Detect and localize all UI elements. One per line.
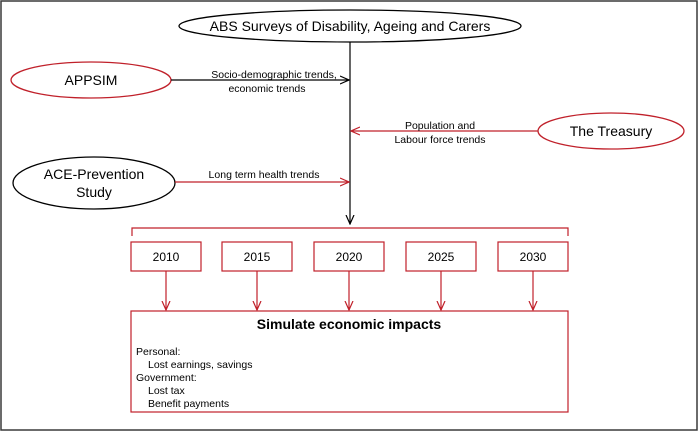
ace-label-line2: Study [76, 184, 112, 200]
abs-surveys-node: ABS Surveys of Disability, Ageing and Ca… [178, 9, 522, 43]
year-box-2015: 2015 [221, 241, 293, 272]
ace-edge-label: Long term health trends [209, 169, 320, 181]
years-bracket [131, 227, 569, 236]
treasury-edge-label-1: Population and [405, 120, 475, 132]
impacts-title: Simulate economic impacts [257, 316, 442, 332]
appsim-node: APPSIM [10, 61, 172, 99]
year-label: 2025 [428, 250, 455, 264]
year-box-2030: 2030 [497, 241, 569, 272]
treasury-edge-label-2: Labour force trends [394, 134, 485, 146]
impacts-line: Lost earnings, savings [148, 359, 252, 371]
year-box-2010: 2010 [130, 241, 202, 272]
impacts-line: Benefit payments [148, 398, 229, 410]
year-label: 2010 [153, 250, 180, 264]
year-label: 2030 [520, 250, 547, 264]
year-box-2025: 2025 [405, 241, 477, 272]
impacts-line: Government: [136, 372, 197, 384]
abs-surveys-label: ABS Surveys of Disability, Ageing and Ca… [210, 18, 491, 34]
treasury-node: The Treasury [537, 112, 685, 150]
appsim-label: APPSIM [65, 72, 118, 88]
ace-label-line1: ACE-Prevention [44, 166, 144, 182]
impacts-box: Simulate economic impacts Personal: Lost… [130, 310, 569, 413]
treasury-label: The Treasury [570, 123, 652, 139]
appsim-edge-label-2: economic trends [228, 83, 305, 95]
appsim-edge-label-1: Socio-demographic trends, [211, 69, 336, 81]
year-label: 2020 [336, 250, 363, 264]
ace-prevention-node: ACE-Prevention Study [12, 156, 176, 210]
year-box-2020: 2020 [313, 241, 385, 272]
impacts-line: Lost tax [148, 385, 186, 397]
impacts-line: Personal: [136, 346, 180, 358]
year-label: 2015 [244, 250, 271, 264]
